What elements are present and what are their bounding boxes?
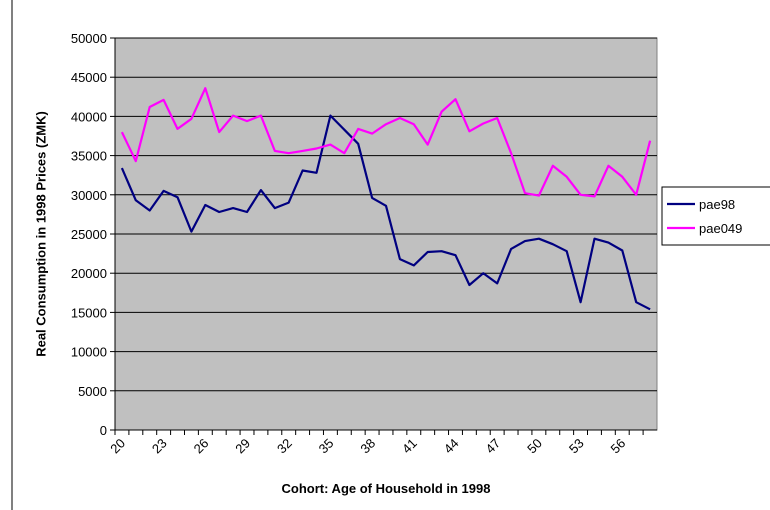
legend-box — [661, 186, 770, 246]
series-line — [120, 114, 651, 311]
y-axis-title: Real Consumption in 1998 Prices (ZMK) — [33, 111, 48, 357]
y-tick-label: 25000 — [71, 227, 107, 242]
y-tick-label: 35000 — [71, 149, 107, 164]
y-tick-label: 0 — [100, 423, 107, 438]
y-tick-label: 30000 — [71, 188, 107, 203]
y-tick-label: 10000 — [71, 345, 107, 360]
legend-label: pae049 — [699, 221, 742, 236]
y-tick-label: 20000 — [71, 266, 107, 281]
x-axis-title: Cohort: Age of Household in 1998 — [282, 481, 491, 496]
y-tick-label: 40000 — [71, 109, 107, 124]
y-tick-label: 5000 — [78, 384, 107, 399]
legend-label: pae98 — [699, 197, 735, 212]
y-tick-label: 45000 — [71, 70, 107, 85]
series-line — [120, 87, 652, 198]
y-tick-label: 50000 — [71, 31, 107, 46]
y-tick-label: 15000 — [71, 305, 107, 320]
